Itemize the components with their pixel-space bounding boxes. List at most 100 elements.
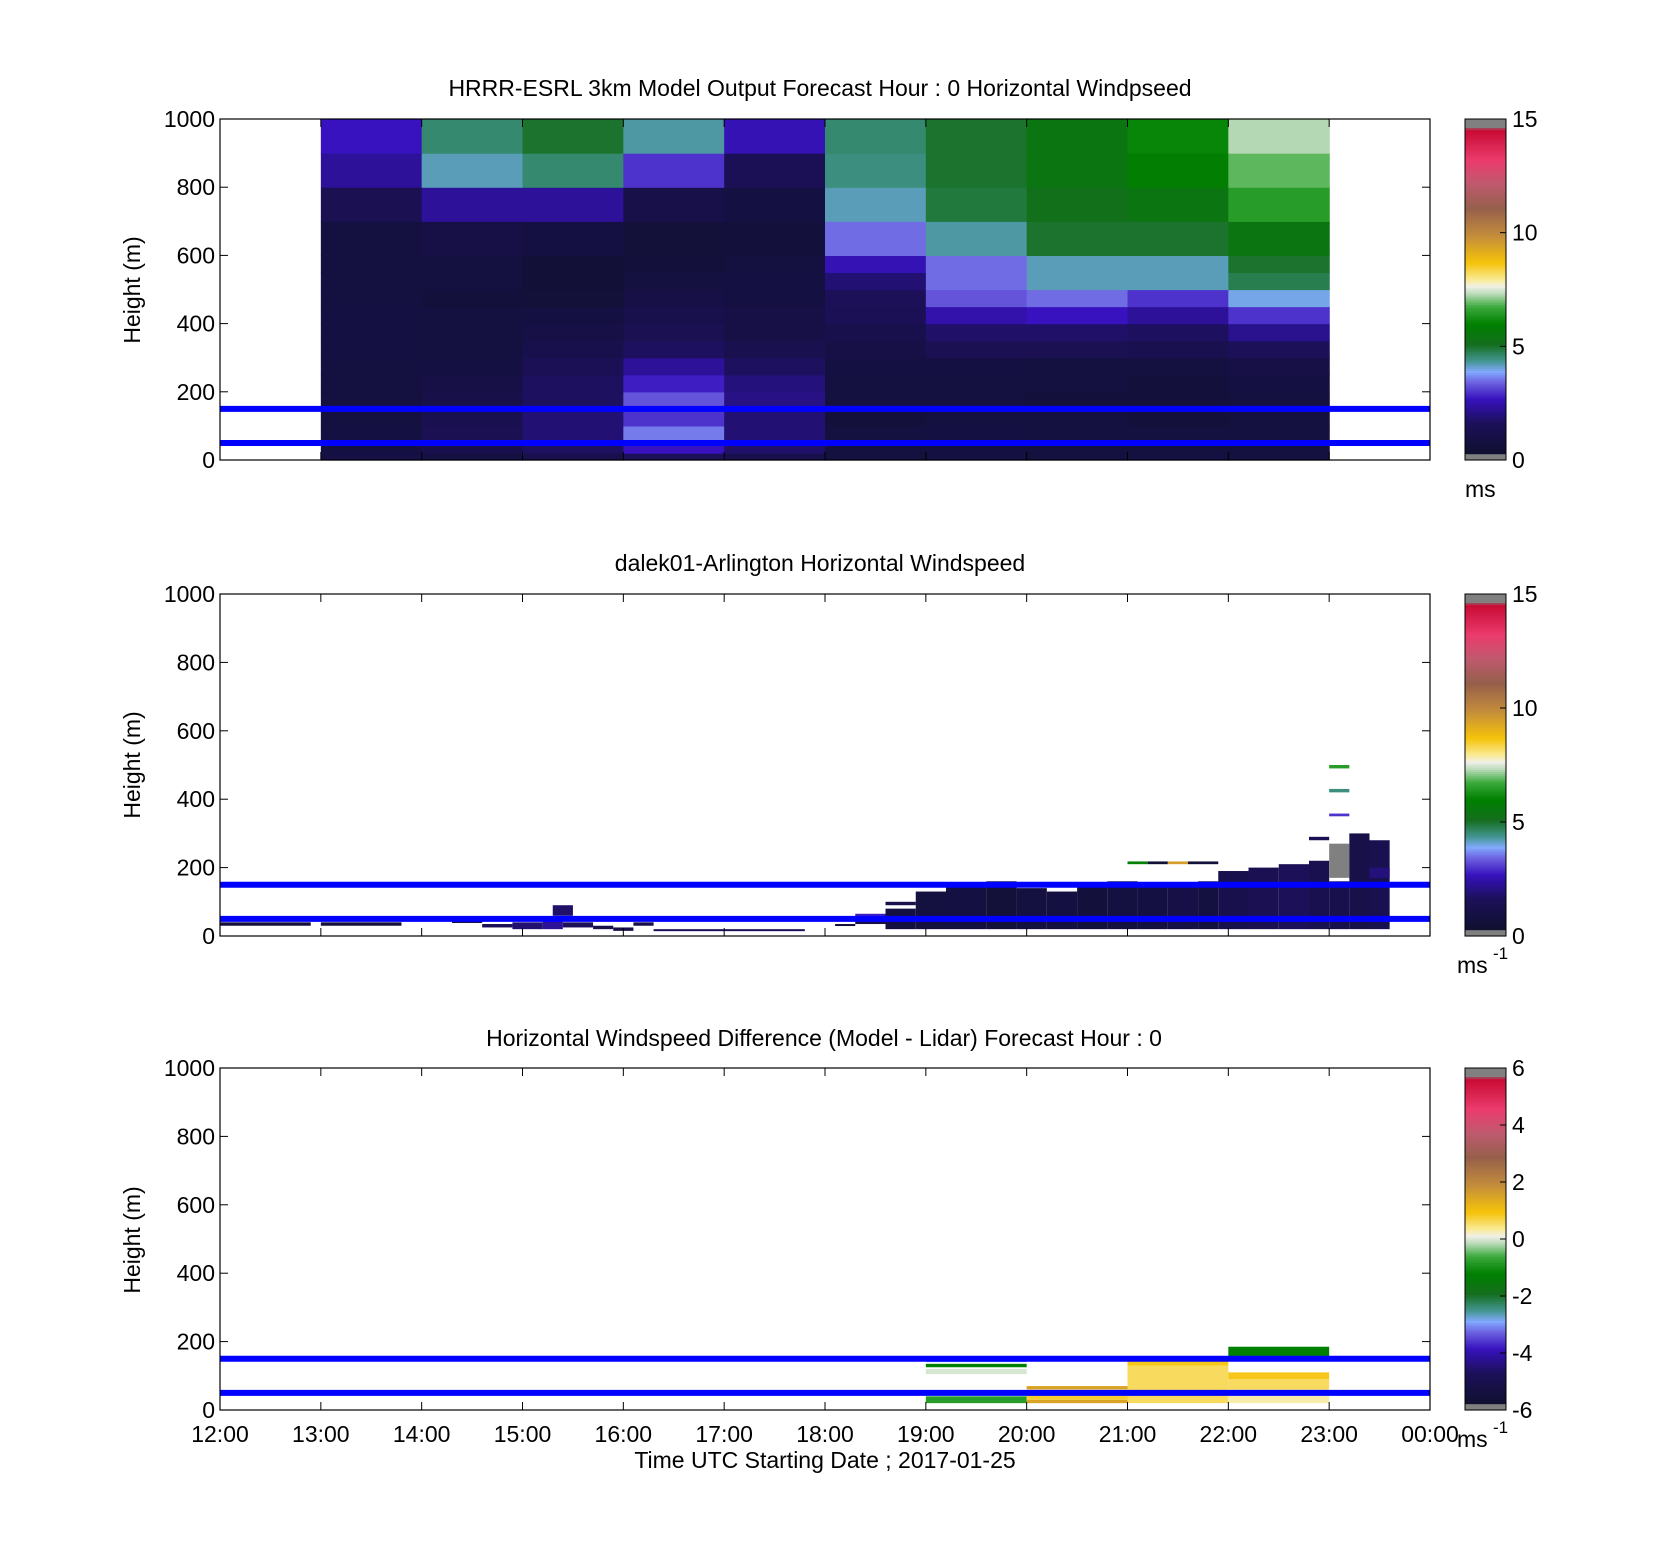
colorbar-segment: [1465, 168, 1506, 171]
colorbar-segment: [1465, 355, 1506, 359]
heatmap-cell: [724, 255, 826, 274]
colorbar-tick-label: 5: [1512, 809, 1525, 835]
colorbar-segment: [1465, 1275, 1506, 1279]
colorbar-segment: [1465, 1300, 1506, 1304]
heatmap-cell: [1228, 153, 1330, 188]
colorbar-segment: [1465, 1386, 1506, 1390]
heatmap-cell: [421, 306, 524, 325]
y-tick-label: 400: [177, 1260, 215, 1286]
heatmap-cell: [1127, 861, 1148, 865]
colorbar-segment: [1465, 1211, 1506, 1214]
colorbar-segment: [1465, 1388, 1506, 1392]
heatmap-cell: [986, 881, 1017, 930]
colorbar-segment: [1465, 1367, 1506, 1370]
colorbar-segment: [1465, 396, 1506, 399]
colorbar-segment: [1465, 244, 1506, 248]
x-axis-ticks: [219, 119, 1431, 460]
heatmap-cell: [623, 425, 725, 444]
colorbar-segment: [1465, 436, 1506, 440]
heatmap-cell: [1127, 119, 1229, 154]
colorbar-segment: [1465, 874, 1506, 877]
colorbar-tick-label: 0: [1512, 1226, 1525, 1252]
colorbar-segment: [1465, 756, 1506, 760]
colorbar-segment: [1465, 844, 1506, 847]
colorbar-segment: [1465, 1140, 1506, 1144]
colorbar-segment: [1465, 202, 1506, 205]
colorbar-segment: [1465, 837, 1506, 841]
colorbar-segment: [1465, 694, 1506, 698]
colorbar-segment: [1465, 884, 1506, 888]
colorbar-frame: [1464, 118, 1507, 461]
colorbar-segment: [1465, 835, 1506, 839]
colorbar-segment: [1465, 1403, 1506, 1407]
colorbar-segment: [1465, 1172, 1506, 1176]
colorbar-segment: [1465, 803, 1506, 807]
heatmap-cell: [825, 453, 927, 461]
x-tick-label: 00:00: [1401, 1421, 1459, 1447]
colorbar-segment: [1465, 1132, 1506, 1135]
colorbar-segment: [1465, 685, 1506, 689]
colorbar-segment: [1465, 349, 1506, 352]
heatmap-cell: [825, 357, 927, 376]
heatmap-cell: [522, 187, 624, 222]
colorbar-segment: [1465, 1348, 1506, 1351]
heatmap-cell: [925, 453, 1028, 461]
colorbar-segment: [1465, 1305, 1506, 1308]
colorbar-segment: [1465, 899, 1506, 903]
heatmap-cell: [1228, 374, 1330, 393]
colorbar-segment: [1465, 1181, 1506, 1185]
y-tick-label: 0: [202, 447, 215, 473]
colorbar-segment: [1465, 291, 1506, 295]
heatmap-cell: [320, 272, 423, 291]
colorbar-segment: [1465, 1142, 1506, 1146]
colorbar-segment: [1465, 745, 1506, 749]
heatmap-cell: [925, 187, 1028, 222]
colorbar-segment: [1465, 782, 1506, 785]
colorbar-segment: [1465, 882, 1506, 886]
x-tick-label: 16:00: [595, 1421, 653, 1447]
colorbar-segment: [1465, 1159, 1506, 1163]
heatmap-cell: [1228, 357, 1330, 376]
colorbar-segment: [1465, 1286, 1506, 1289]
colorbar-segment: [1465, 809, 1506, 813]
colorbar-segment: [1465, 679, 1506, 683]
colorbar-segment: [1465, 1226, 1506, 1229]
colorbar-segment: [1465, 146, 1506, 150]
colorbar-segment: [1465, 636, 1506, 640]
colorbar-segment: [1465, 767, 1506, 770]
heatmap-cell: [1228, 442, 1330, 454]
colorbar-segment: [1465, 1288, 1506, 1291]
colorbar-segment: [1465, 1333, 1506, 1336]
colorbar-segment: [1465, 1354, 1506, 1358]
heatmap-cell: [1228, 272, 1330, 291]
heatmap-cell: [320, 255, 423, 274]
colorbar-segment: [1465, 1200, 1506, 1204]
colorbar-segment: [1465, 133, 1506, 137]
heatmap-cell: [1349, 833, 1370, 930]
colorbar-segment: [1465, 125, 1506, 129]
colorbar-segment: [1465, 1339, 1506, 1343]
colorbar-segment: [1465, 1166, 1506, 1170]
colorbar-segment: [1465, 278, 1506, 282]
heatmap-cell: [522, 340, 624, 359]
heatmap-cell: [593, 925, 614, 930]
colorbar-segment: [1465, 280, 1506, 284]
colorbar-segment: [1465, 417, 1506, 421]
heatmap-cell: [623, 221, 725, 256]
colorbar-segment: [1465, 374, 1506, 378]
colorbar-segment: [1465, 453, 1506, 457]
colorbar-segment: [1465, 598, 1506, 602]
colorbar-segment: [1465, 643, 1506, 646]
heatmap-cell: [925, 153, 1028, 188]
colorbar-segment: [1465, 786, 1506, 790]
colorbar-segment: [1465, 210, 1506, 214]
colorbar-segment: [1465, 888, 1506, 892]
colorbar-segment: [1465, 1311, 1506, 1315]
heatmap-cell: [320, 425, 423, 444]
colorbar-segment: [1465, 807, 1506, 811]
colorbar-segment: [1465, 812, 1506, 815]
heatmap-cell: [1026, 255, 1129, 274]
colorbar-segment: [1465, 1279, 1506, 1283]
colorbar-segment: [1465, 728, 1506, 732]
colorbar-segment: [1465, 698, 1506, 702]
